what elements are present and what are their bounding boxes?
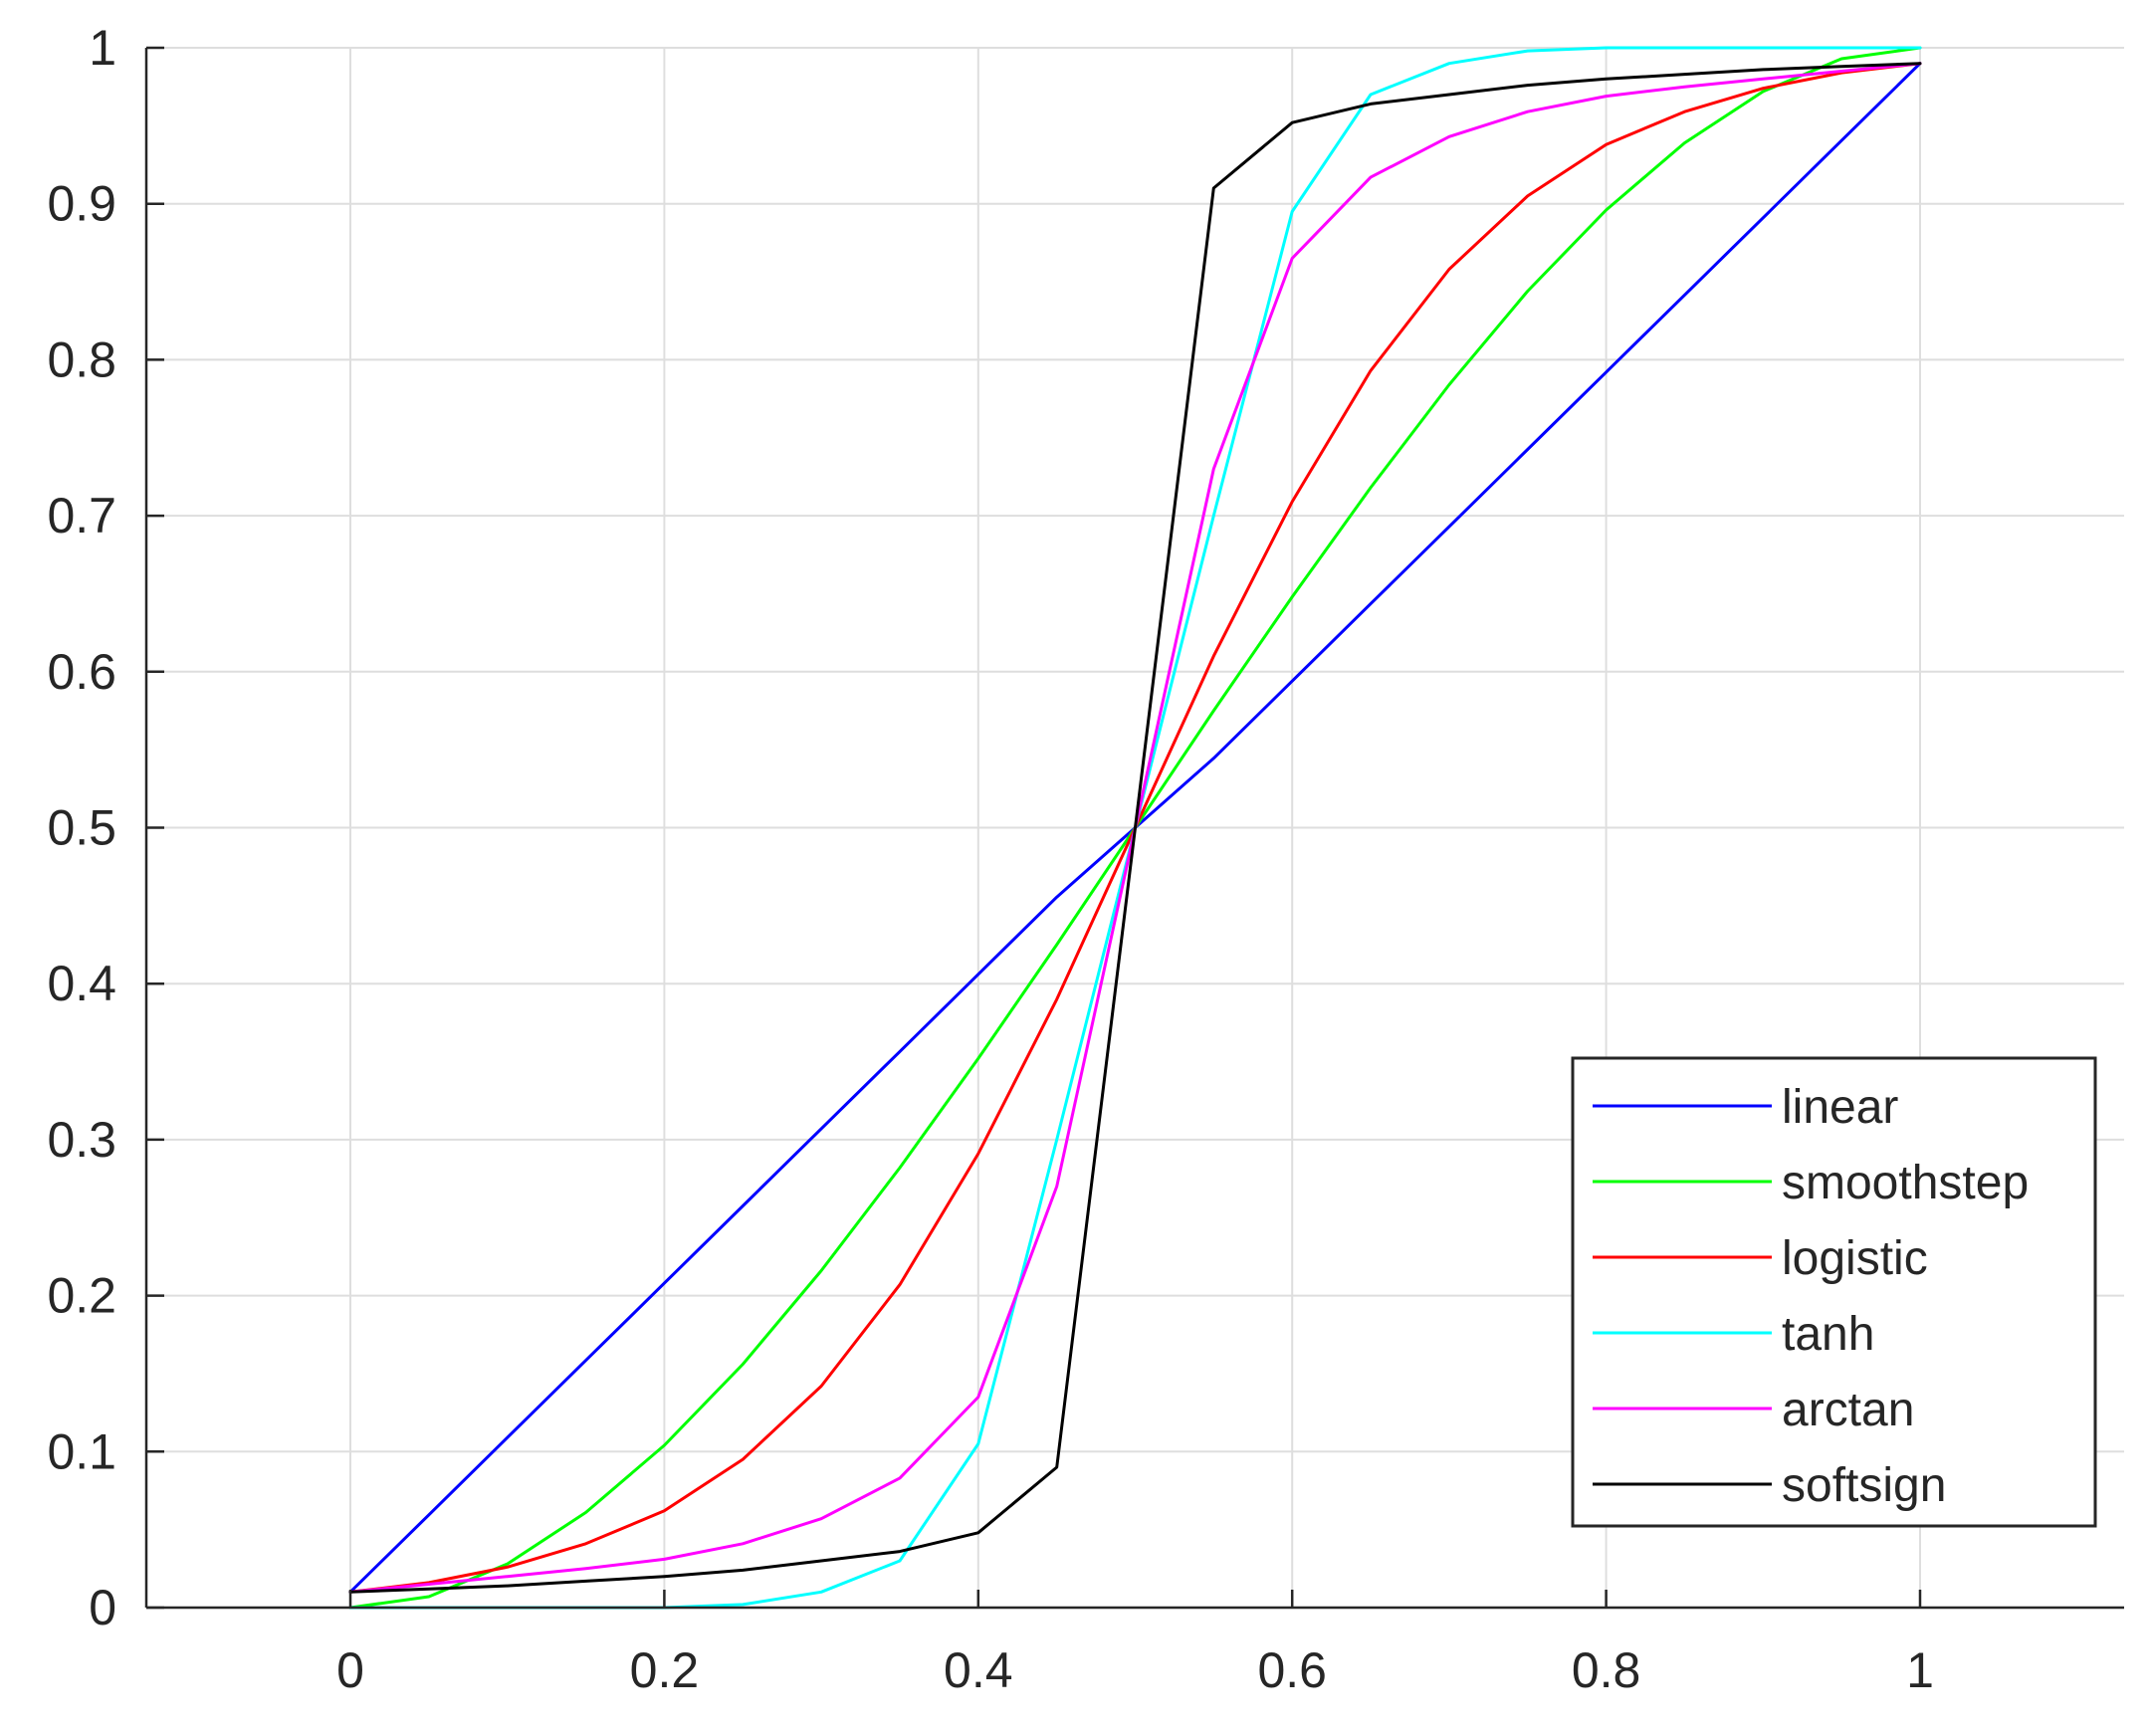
x-tick-label: 0 bbox=[336, 1642, 364, 1698]
legend-box bbox=[1571, 1056, 2097, 1528]
legend-label-linear: linear bbox=[1782, 1081, 1898, 1134]
legend-label-logistic: logistic bbox=[1782, 1232, 1928, 1285]
y-tick-label: 0.7 bbox=[47, 488, 116, 543]
legend: linear smoothstep logistic tanh arctan softsi… bbox=[1571, 1056, 2097, 1528]
legend-label-softsign: softsign bbox=[1782, 1459, 1946, 1512]
y-tick-label: 0.1 bbox=[47, 1423, 116, 1479]
series-line-softsign bbox=[348, 62, 1922, 1594]
y-tick-label: 0.2 bbox=[47, 1268, 116, 1324]
x-tick-label: 0.8 bbox=[1572, 1642, 1641, 1698]
y-tick-label: 1 bbox=[89, 20, 116, 76]
x-tick-label: 0.2 bbox=[630, 1642, 700, 1698]
legend-label-tanh: tanh bbox=[1782, 1308, 1874, 1361]
y-tick-label: 0.4 bbox=[47, 956, 116, 1011]
x-axis-tick-labels: 0 0.2 0.4 0.6 0.8 1 bbox=[336, 1642, 1934, 1698]
legend-label-smoothstep: smoothstep bbox=[1782, 1157, 2029, 1209]
y-axis-tick-labels: 0 0.1 0.2 0.3 0.4 0.5 0.6 0.7 0.8 0.9 1 bbox=[47, 20, 116, 1635]
y-tick-label: 0.8 bbox=[47, 331, 116, 387]
y-tick-label: 0.9 bbox=[47, 176, 116, 232]
x-tick-label: 1 bbox=[1906, 1642, 1934, 1698]
axes bbox=[144, 46, 2124, 1610]
y-tick-label: 0 bbox=[89, 1580, 116, 1635]
y-tick-label: 0.5 bbox=[47, 800, 116, 856]
x-tick-label: 0.6 bbox=[1257, 1642, 1327, 1698]
y-tick-label: 0.6 bbox=[47, 644, 116, 700]
legend-label-arctan: arctan bbox=[1782, 1384, 1914, 1436]
x-tick-label: 0.4 bbox=[944, 1642, 1013, 1698]
y-tick-label: 0.3 bbox=[47, 1112, 116, 1168]
